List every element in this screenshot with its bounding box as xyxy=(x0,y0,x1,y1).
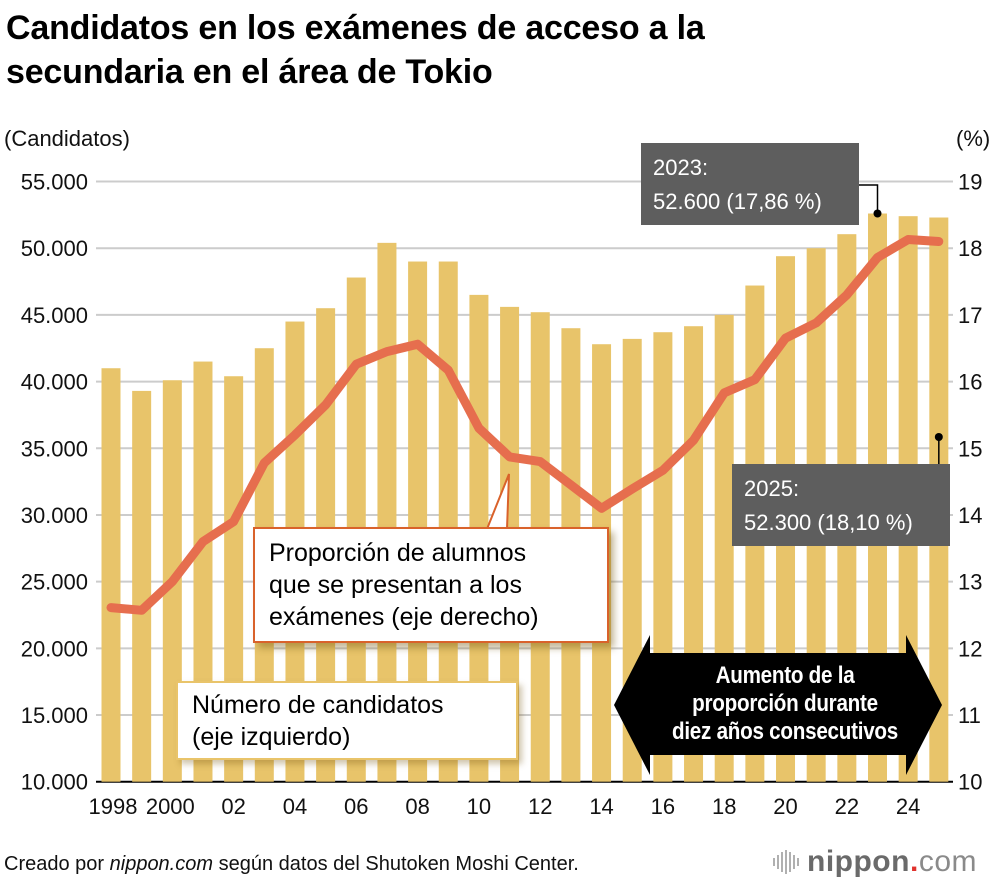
bar xyxy=(101,368,121,782)
right-tick-label: 18 xyxy=(958,236,982,261)
double-arrow xyxy=(614,635,942,775)
annotation-year: 2025: xyxy=(744,476,800,501)
x-tick-label: 08 xyxy=(405,794,429,819)
credit-prefix: Creado por xyxy=(4,853,110,875)
right-tick-label: 19 xyxy=(958,170,982,195)
x-tick-label: 04 xyxy=(283,794,307,819)
callout-pointer-triangle xyxy=(485,473,510,530)
logo-soundwave-icon xyxy=(773,850,799,874)
annotation-value: 52.300 (18,10 %) xyxy=(744,510,913,535)
left-tick-label: 40.000 xyxy=(21,370,88,395)
left-tick-label: 50.000 xyxy=(21,236,88,261)
right-tick-label: 13 xyxy=(958,570,982,595)
bar xyxy=(193,361,213,782)
left-tick-label: 45.000 xyxy=(21,303,88,328)
right-tick-label: 17 xyxy=(958,303,982,328)
x-tick-label: 16 xyxy=(651,794,675,819)
bar xyxy=(224,376,244,782)
annotation-2023: 2023: 52.600 (17,86 %) xyxy=(641,143,859,225)
left-tick-label: 55.000 xyxy=(21,170,88,195)
x-tick-label: 1998 xyxy=(89,794,138,819)
x-tick-label: 18 xyxy=(712,794,736,819)
x-tick-label: 20 xyxy=(773,794,797,819)
annotation-2025: 2025: 52.300 (18,10 %) xyxy=(732,464,950,546)
title-line-2: secundaria en el área de Tokio xyxy=(6,53,493,91)
bar-series-callout: Número de candidatos (eje izquierdo) xyxy=(176,681,518,760)
left-axis-unit-label: (Candidatos) xyxy=(4,126,130,151)
x-tick-label: 10 xyxy=(467,794,491,819)
x-tick-label: 24 xyxy=(896,794,920,819)
double-arrow-shape xyxy=(614,635,942,775)
leader-dot-2023 xyxy=(873,209,882,218)
left-tick-label: 25.000 xyxy=(21,570,88,595)
right-tick-label: 10 xyxy=(958,770,982,795)
x-tick-label: 2000 xyxy=(146,794,195,819)
right-axis-ticks: 10 11 12 13 14 15 16 17 18 19 xyxy=(958,170,982,795)
arrow-label-line: diez años consecutivos xyxy=(671,718,899,745)
line-series-callout: Proporción de alumnos que se presentan a… xyxy=(253,527,609,643)
left-tick-label: 10.000 xyxy=(21,770,88,795)
x-tick-label: 14 xyxy=(589,794,613,819)
left-tick-label: 30.000 xyxy=(21,503,88,528)
right-tick-label: 11 xyxy=(958,703,981,728)
proportion-line xyxy=(106,235,944,615)
annotation-value: 52.600 (17,86 %) xyxy=(653,189,822,214)
bar xyxy=(132,390,152,782)
line-series xyxy=(106,235,944,615)
callout-line: exámenes (eje derecho) xyxy=(269,603,539,631)
right-tick-label: 16 xyxy=(958,370,982,395)
annotation-year: 2023: xyxy=(653,155,709,180)
source-credit: Creado por nippon.com según datos del Sh… xyxy=(4,853,579,876)
callout-line: Proporción de alumnos xyxy=(269,539,527,567)
chart-title: Candidatos en los exámenes de acceso a l… xyxy=(6,6,705,94)
x-tick-label: 12 xyxy=(528,794,552,819)
x-tick-label: 02 xyxy=(221,794,245,819)
left-tick-label: 35.000 xyxy=(21,436,88,461)
nippon-logo: nippon.com xyxy=(773,845,977,878)
leader-dot-2025 xyxy=(934,433,943,441)
callout-line: Número de candidatos xyxy=(192,691,444,719)
credit-suffix: según datos del Shutoken Moshi Center. xyxy=(213,853,579,875)
right-tick-label: 15 xyxy=(958,436,982,461)
x-axis-ticks: 1998 2000 02 04 06 08 10 12 14 16 18 20 22 24 xyxy=(89,794,921,819)
leader-2023 xyxy=(859,184,879,214)
arrow-label-line: proporción durante xyxy=(692,690,878,717)
left-tick-label: 15.000 xyxy=(21,703,88,728)
bar xyxy=(408,261,428,782)
annotation-leaders xyxy=(859,184,943,464)
title-line-1: Candidatos en los exámenes de acceso a l… xyxy=(6,9,705,47)
x-tick-label: 06 xyxy=(344,794,368,819)
right-tick-label: 12 xyxy=(958,636,982,661)
right-axis-unit-label: (%) xyxy=(956,126,991,151)
bar xyxy=(377,242,397,782)
arrow-label-line: Aumento de la xyxy=(715,662,855,689)
callout-line: (eje izquierdo) xyxy=(192,723,351,751)
callout-pointer xyxy=(485,473,510,530)
right-tick-label: 14 xyxy=(958,503,982,528)
bar xyxy=(438,261,458,782)
credit-site: nippon.com xyxy=(109,853,214,875)
left-axis-ticks: 10.000 15.000 20.000 25.000 30.000 35.000 40.0… xyxy=(21,170,88,795)
left-tick-label: 20.000 xyxy=(21,636,88,661)
logo-text: nippon.com xyxy=(807,845,977,878)
callout-line: que se presentan a los xyxy=(269,571,522,599)
arrow-label: Aumento de la proporción durante diez añ… xyxy=(660,662,909,746)
x-tick-label: 22 xyxy=(835,794,859,819)
